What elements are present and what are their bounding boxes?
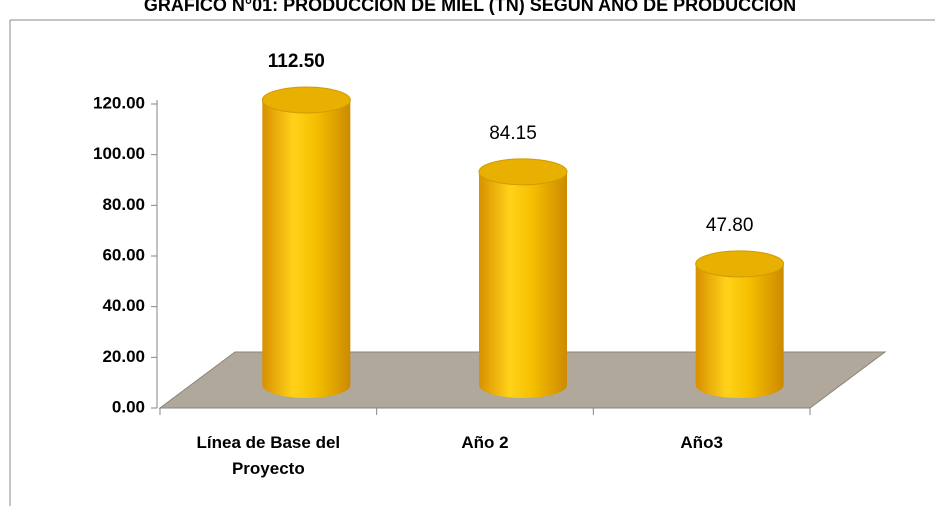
x-tick-label: Año 2 (461, 433, 509, 452)
y-tick-label: 100.00 (93, 144, 145, 163)
bar-top (261, 86, 351, 114)
bar (695, 263, 784, 398)
y-tick-label: 0.00 (112, 397, 145, 416)
value-label: 84.15 (489, 123, 537, 144)
bar-top (478, 158, 568, 186)
bar (479, 171, 567, 398)
bar (262, 100, 351, 398)
y-tick-label: 40.00 (102, 296, 145, 315)
chart-title: GRAFICO N°01: PRODUCCIÓN DE MIEL (TN) SE… (144, 0, 796, 15)
y-tick-label: 80.00 (102, 195, 145, 214)
x-tick-label: Año3 (680, 433, 723, 452)
y-tick-label: 20.00 (102, 347, 145, 366)
y-tick-label: 60.00 (102, 245, 145, 264)
x-tick-label: Línea de Base del Proyecto (196, 433, 341, 478)
value-label: 112.50 (268, 51, 325, 72)
bar-top (695, 250, 785, 278)
y-tick-label: 120.00 (93, 93, 145, 112)
value-label: 47.80 (706, 215, 754, 236)
